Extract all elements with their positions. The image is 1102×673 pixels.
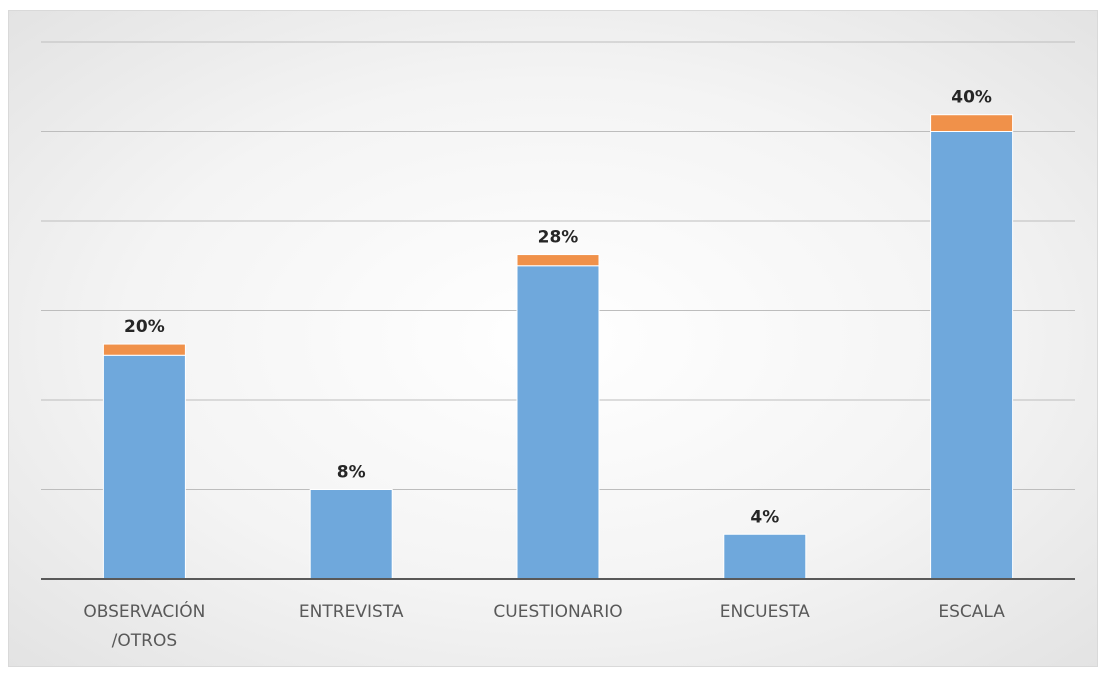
- bar: [723, 533, 807, 580]
- category-label: CUESTIONARIO: [493, 602, 622, 622]
- bar-cap-segment: [102, 343, 186, 356]
- category-label: OBSERVACIÓN: [83, 600, 205, 622]
- category-label: ENCUESTA: [720, 602, 810, 622]
- bar-chart: 20% 8% 28% 4% 40% OBSERVACIÓN/OTROS ENTREVISTA…: [41, 41, 1075, 651]
- bar: [930, 131, 1014, 580]
- bar-cap-segment: [516, 254, 600, 267]
- bar: [102, 354, 186, 580]
- category-label: /OTROS: [112, 631, 177, 651]
- data-label: 8%: [337, 463, 366, 483]
- category-label: ESCALA: [938, 602, 1005, 622]
- data-label: 40%: [951, 88, 992, 108]
- bar: [309, 489, 393, 580]
- bar: [516, 265, 600, 580]
- data-label: 28%: [538, 228, 579, 248]
- chart-area: 20% 8% 28% 4% 40% OBSERVACIÓN/OTROS ENTREVISTA…: [8, 10, 1098, 667]
- bar-cap-segment: [930, 114, 1014, 132]
- category-label: ENTREVISTA: [299, 602, 404, 622]
- data-label: 20%: [124, 317, 165, 337]
- data-label: 4%: [750, 507, 779, 527]
